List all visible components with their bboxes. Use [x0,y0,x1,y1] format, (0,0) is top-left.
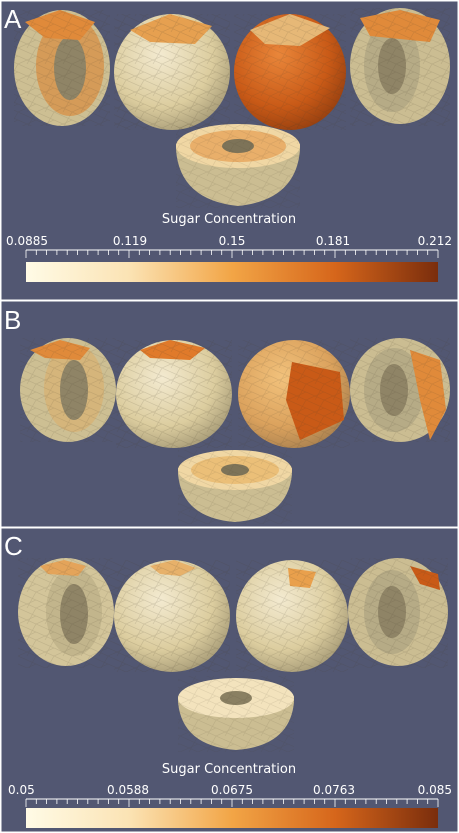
colorbar-a-ramp [26,262,438,282]
fruit-cut-right-b [350,338,450,442]
colorbar-c-tick-5: 0.085 [418,783,452,797]
fruit-cut-right-c [348,558,448,668]
fruit-whole-back-a [234,14,346,130]
fruit-whole-front-a [114,14,230,130]
colorbar-a-tick-5: 0.212 [418,234,452,248]
colorbar-c-tick-4: 0.0763 [313,783,355,797]
panel-letter-c: C [4,531,23,561]
fruit-cut-left-b [20,338,116,442]
fruit-whole-back-b [238,340,350,448]
fruit-half-bottom-b [178,450,292,524]
colorbar-c-tick-1: 0.05 [8,783,35,797]
fruit-cut-left-c [18,558,114,668]
colorbar-a-tick-marks [25,250,439,258]
fruit-whole-front-c [114,560,230,672]
colorbar-a-title: Sugar Concentration [162,212,296,227]
colorbar-c-title: Sugar Concentration [162,762,296,777]
panel-a-fruit-renderings [14,8,450,208]
colorbar-c-tick-marks [25,799,439,807]
colorbar-a-tick-3: 0.15 [219,234,246,248]
fruit-whole-back-c [236,560,348,672]
colorbar-c-ramp [26,808,438,828]
fruit-half-bottom-c [178,676,294,752]
fruit-cut-left-a [14,10,110,126]
panel-letter-b: B [4,305,21,335]
colorbar-a-tick-2: 0.119 [113,234,147,248]
panel-b-fruit-renderings [20,338,450,524]
fruit-cut-right-a [350,8,450,126]
colorbar-a-tick-4: 0.181 [316,234,350,248]
panel-c-fruit-renderings [18,558,448,752]
colorbar-c: Sugar Concentration 0.05 0.0588 0.0675 0… [8,762,452,828]
colorbar-c-tick-3: 0.0675 [211,783,253,797]
fruit-whole-front-b [116,340,232,448]
colorbar-a-tick-1: 0.0885 [6,234,48,248]
colorbar-a: Sugar Concentration 0.0885 0.119 0.15 0.… [6,212,452,282]
fruit-half-bottom-a [176,124,300,208]
colorbar-c-tick-2: 0.0588 [107,783,149,797]
